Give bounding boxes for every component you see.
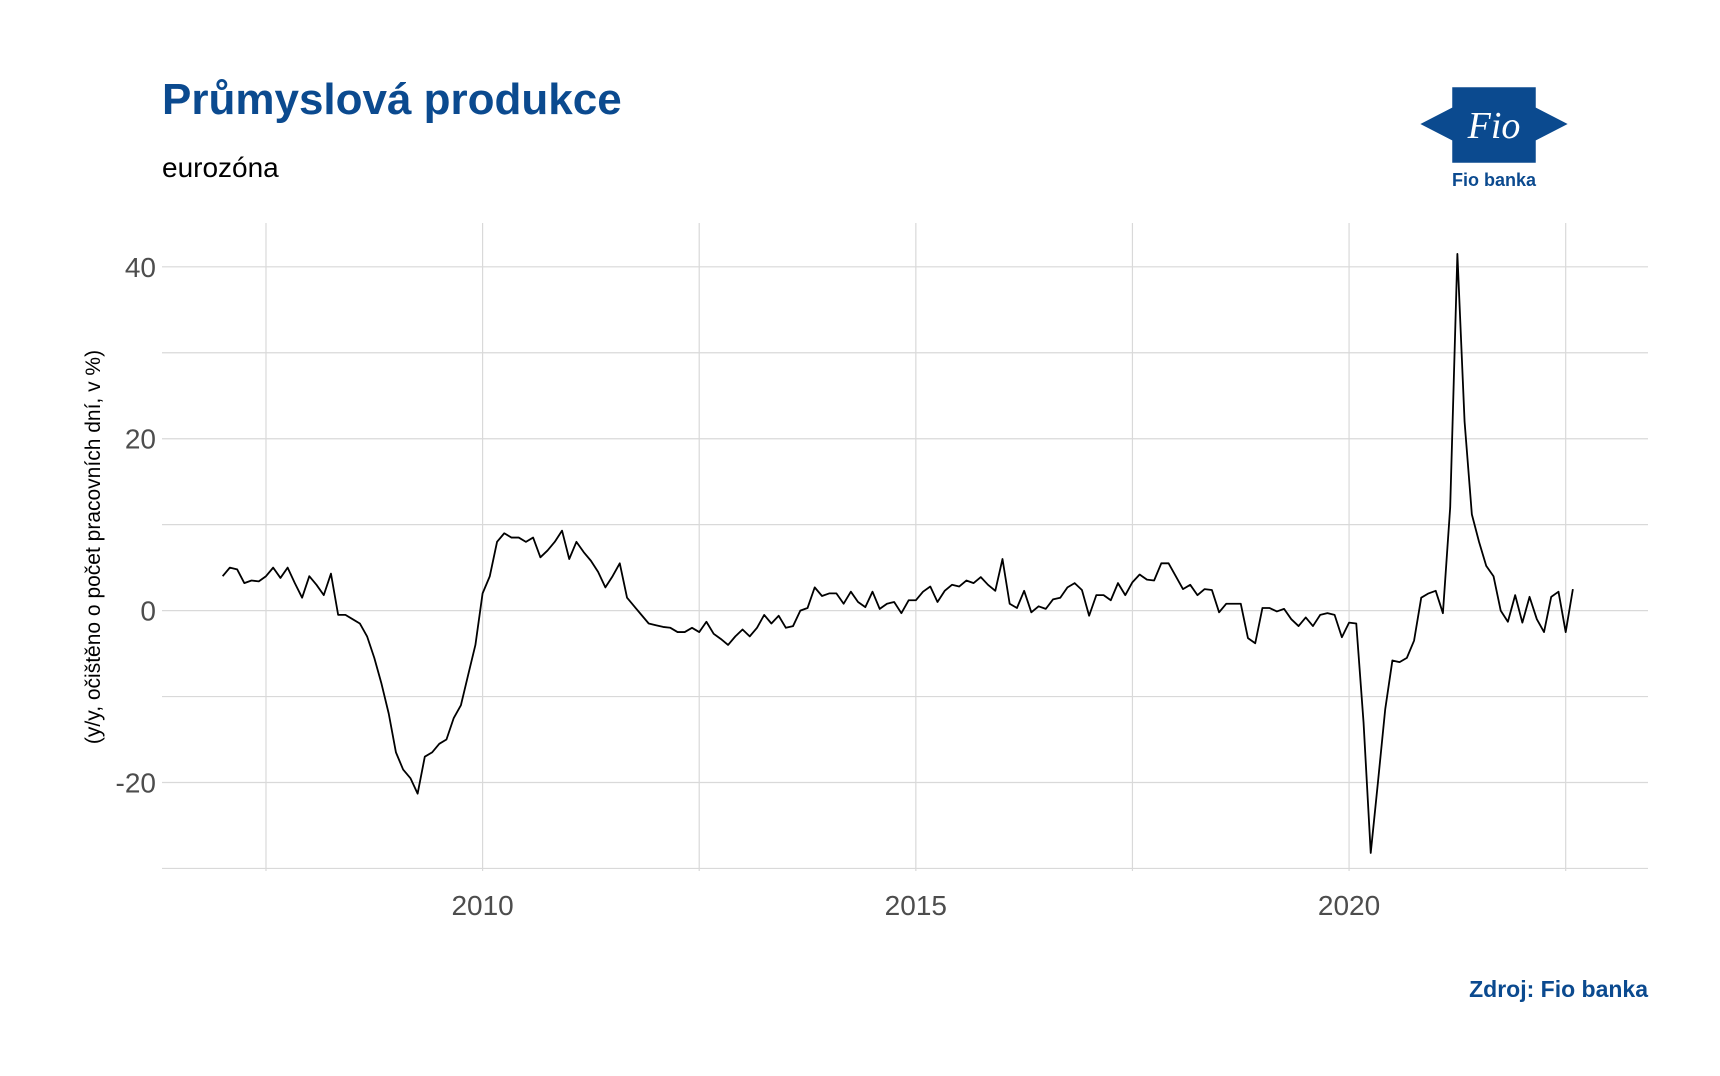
logo-left	[1422, 108, 1453, 140]
x-tick-label: 2015	[885, 890, 947, 921]
logo-right	[1535, 108, 1566, 140]
logo-text: Fio	[1467, 105, 1521, 147]
y-axis-label: (y/y, očištěno o počet pracovních dní, v…	[82, 350, 105, 744]
x-tick-label: 2010	[451, 890, 513, 921]
logo-box	[1453, 88, 1535, 162]
chart-subtitle: eurozóna	[162, 152, 279, 183]
y-tick-label: 0	[140, 596, 156, 627]
source: Zdroj: Fio banka	[1469, 976, 1648, 1002]
x-tick-label: 2020	[1318, 890, 1380, 921]
line-series	[221, 253, 1574, 854]
logo-caption: Fio banka	[1452, 170, 1537, 190]
chart-title: Průmyslová produkce	[162, 75, 622, 124]
y-tick-label: 20	[125, 424, 156, 455]
logo: Fio Fio banka	[1420, 87, 1568, 190]
y-tick-label: -20	[116, 767, 156, 798]
y-tick-label: 40	[125, 252, 156, 283]
